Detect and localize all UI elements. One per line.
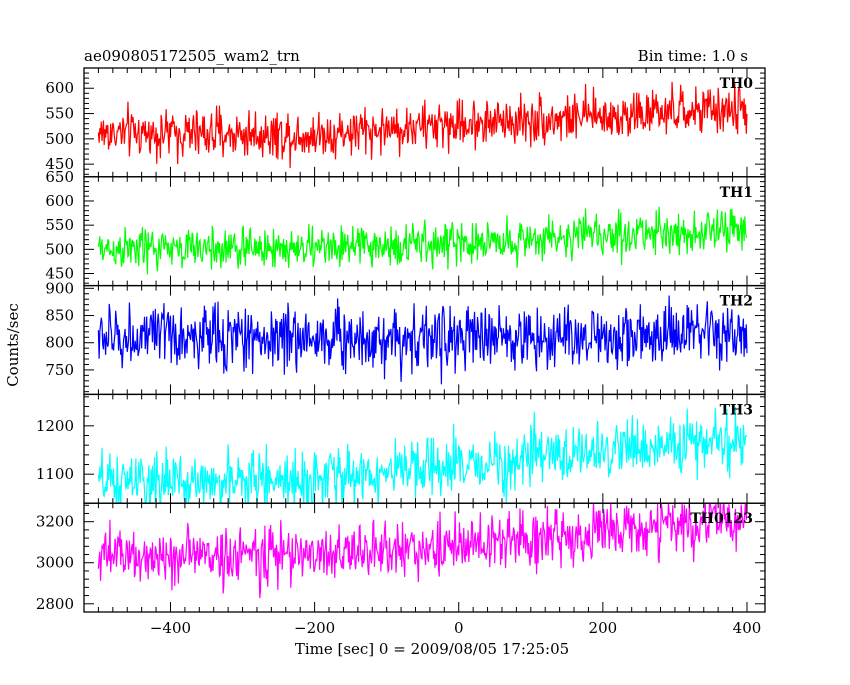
- file-name-title: ae090805172505_wam2_trn: [84, 47, 300, 65]
- panel-th3: 1100 1200 TH3: [36, 393, 766, 504]
- panels-group: 450 500 550 600 TH0 450 500 550 600 650 TH1 750 800 8…: [36, 67, 766, 613]
- panel-label-th3: TH3: [720, 402, 753, 418]
- y-tick-label: 450: [45, 265, 74, 283]
- series-line-th1: [97, 206, 748, 275]
- x-axis-label: Time [sec] 0 = 2009/08/05 17:25:05: [295, 640, 569, 658]
- y-tick-label: 600: [45, 79, 74, 97]
- y-tick-label: 2800: [36, 595, 74, 613]
- panel-label-th0: TH0: [720, 76, 754, 92]
- y-tick-label: 3000: [36, 554, 74, 572]
- x-tick-label: 200: [589, 619, 618, 637]
- panel-th0: 450 500 550 600 TH0: [45, 67, 766, 178]
- y-tick-label: 650: [45, 168, 74, 186]
- y-tick-label: 500: [45, 240, 74, 258]
- y-tick-label: 450: [45, 155, 74, 173]
- y-tick-label: 800: [45, 334, 74, 352]
- series-line-th3: [97, 406, 748, 504]
- panel-th2: 750 800 850 900 TH2: [45, 279, 766, 396]
- y-tick-label: 1200: [36, 417, 74, 435]
- y-tick-label: 550: [45, 216, 74, 234]
- x-tick-labels: −400 −200 0 200 400: [150, 619, 761, 637]
- panel-label-th0123: TH0123: [690, 511, 753, 527]
- x-tick-label: −200: [294, 619, 335, 637]
- panel-th0123: 2800 3000 3200 TH0123: [36, 502, 766, 613]
- y-tick-label: 550: [45, 105, 74, 123]
- panel-label-th2: TH2: [720, 294, 753, 310]
- y-tick-label: 850: [45, 307, 74, 325]
- x-tick-label: 400: [733, 619, 762, 637]
- y-tick-label: 750: [45, 361, 74, 379]
- y-tick-label: 500: [45, 130, 74, 148]
- x-tick-label: −400: [150, 619, 191, 637]
- panel-label-th1: TH1: [720, 185, 753, 201]
- y-tick-label: 3200: [36, 513, 74, 531]
- series-line-th0: [97, 81, 748, 169]
- bin-time-label: Bin time: 1.0 s: [638, 47, 748, 65]
- panel-frame: [83, 502, 766, 613]
- panel-th1: 450 500 550 600 650 TH1: [45, 168, 766, 287]
- y-tick-label: 1100: [36, 465, 74, 483]
- x-tick-label: 0: [454, 619, 464, 637]
- y-tick-label: 600: [45, 192, 74, 210]
- series-line-th0123: [97, 503, 748, 599]
- series-line-th2: [97, 295, 748, 385]
- y-axis-label: Counts/sec: [4, 303, 22, 387]
- y-tick-label: 900: [45, 279, 74, 297]
